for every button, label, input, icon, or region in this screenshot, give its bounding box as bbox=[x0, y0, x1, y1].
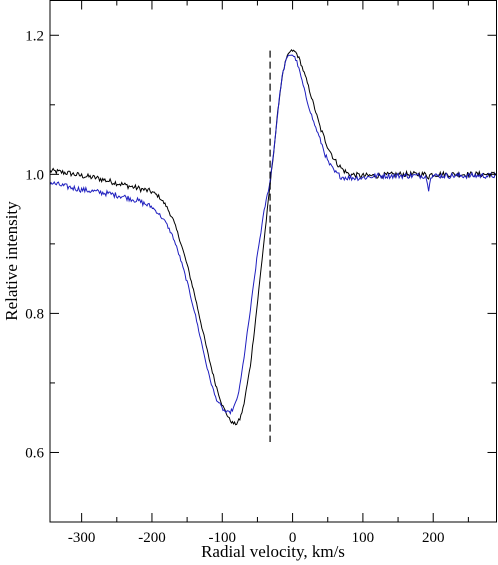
x-axis-label: Radial velocity, km/s bbox=[201, 542, 345, 561]
x-tick-label: -300 bbox=[68, 530, 96, 546]
series-2-line bbox=[49, 54, 497, 415]
y-tick-label: 1.2 bbox=[25, 28, 44, 44]
y-tick-label: 0.6 bbox=[25, 445, 44, 461]
y-tick-label: 0.8 bbox=[25, 306, 44, 322]
x-tick-label: -200 bbox=[138, 530, 166, 546]
x-tick-label: 0 bbox=[289, 530, 297, 546]
x-tick-label: -100 bbox=[209, 530, 237, 546]
y-tick-label: 1.0 bbox=[25, 167, 44, 183]
series-1-line bbox=[49, 48, 497, 426]
plot-frame bbox=[49, 0, 497, 523]
x-tick-label: 200 bbox=[422, 530, 445, 546]
y-axis-label: Relative intensity bbox=[2, 201, 21, 321]
x-tick-label: 100 bbox=[352, 530, 375, 546]
